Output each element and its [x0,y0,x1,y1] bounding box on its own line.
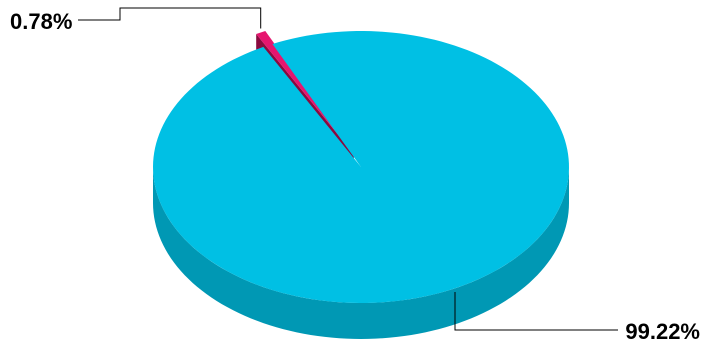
slice-small [256,31,354,155]
slice-label-small: 0.78% [10,9,72,34]
leader-line-small [78,7,262,29]
slice-large-wall [153,167,569,339]
leader-line-large [454,292,618,331]
slice-label-large: 99.22% [625,319,700,343]
slice-large [153,31,569,303]
